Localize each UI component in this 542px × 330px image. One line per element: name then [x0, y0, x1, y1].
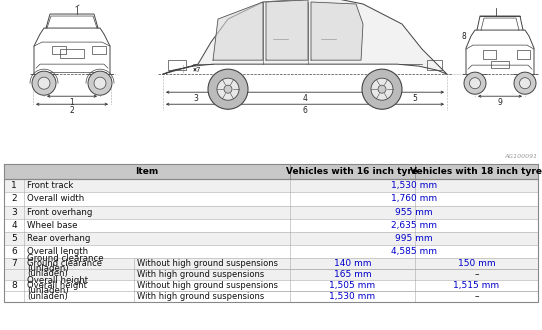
Polygon shape [266, 0, 308, 60]
Text: AG100091: AG100091 [504, 154, 537, 159]
Bar [4, 245, 538, 258]
Bar [483, 50, 496, 59]
Text: 8: 8 [11, 281, 17, 290]
Text: Without high ground suspensions: Without high ground suspensions [137, 259, 278, 268]
Bar [4, 232, 538, 245]
Text: –: – [474, 292, 479, 301]
Bar [4, 280, 538, 291]
Text: Front track: Front track [27, 182, 73, 190]
Text: 140 mm: 140 mm [334, 259, 371, 268]
Text: Without high ground suspensions: Without high ground suspensions [137, 281, 278, 290]
Bar [4, 291, 538, 302]
Bar [4, 192, 538, 206]
Text: 1: 1 [69, 98, 74, 107]
Bar [92, 46, 106, 54]
Text: 8: 8 [461, 32, 466, 41]
Bar [168, 60, 186, 70]
Text: Overall height
(unladen): Overall height (unladen) [27, 276, 88, 295]
Circle shape [224, 85, 232, 93]
Text: 7: 7 [11, 259, 17, 268]
Text: 5: 5 [412, 94, 417, 103]
Text: 6: 6 [302, 106, 307, 115]
Text: 2: 2 [11, 194, 17, 204]
Text: 2: 2 [69, 106, 74, 115]
Text: 1,530 mm: 1,530 mm [391, 182, 437, 190]
Text: 7: 7 [195, 67, 199, 73]
Polygon shape [213, 2, 263, 60]
Bar [491, 61, 509, 68]
Text: –: – [474, 270, 479, 279]
Text: 9: 9 [498, 98, 502, 107]
Text: 3: 3 [193, 94, 198, 103]
Bar [517, 50, 530, 59]
Bar [4, 218, 538, 232]
Circle shape [371, 78, 393, 100]
Text: 4: 4 [302, 94, 307, 103]
Circle shape [464, 72, 486, 94]
Text: With high ground suspensions: With high ground suspensions [137, 292, 264, 301]
Circle shape [88, 71, 112, 95]
Text: 1,505 mm: 1,505 mm [330, 281, 376, 290]
Text: 150 mm: 150 mm [457, 259, 495, 268]
Circle shape [217, 78, 239, 100]
Circle shape [38, 77, 50, 89]
Text: Item: Item [136, 167, 159, 177]
Circle shape [94, 77, 106, 89]
Bar [4, 180, 538, 302]
Text: 5: 5 [11, 234, 17, 243]
Text: Vehicles with 16 inch tyre: Vehicles with 16 inch tyre [287, 167, 418, 177]
Bar [52, 46, 66, 54]
Bar [427, 60, 442, 70]
Circle shape [514, 72, 536, 94]
Text: 4: 4 [11, 220, 17, 230]
Bar [4, 206, 538, 218]
Text: Wheel base: Wheel base [27, 220, 78, 230]
Text: 2,635 mm: 2,635 mm [391, 220, 437, 230]
Text: 1: 1 [11, 182, 17, 190]
Text: Overall length: Overall length [27, 247, 88, 256]
Polygon shape [163, 0, 447, 74]
Circle shape [32, 71, 56, 95]
Bar [4, 258, 538, 269]
Text: 1,760 mm: 1,760 mm [391, 194, 437, 204]
Text: Vehicles with 18 inch tyre: Vehicles with 18 inch tyre [410, 167, 542, 177]
Text: With high ground suspensions: With high ground suspensions [137, 270, 264, 279]
Text: 165 mm: 165 mm [334, 270, 371, 279]
Polygon shape [311, 2, 363, 60]
Circle shape [378, 85, 386, 93]
Bar [4, 180, 538, 192]
Text: Overall width: Overall width [27, 194, 84, 204]
Text: 1,515 mm: 1,515 mm [454, 281, 500, 290]
Text: 6: 6 [11, 247, 17, 256]
Bar [60, 49, 84, 58]
Text: Overall height
(unladen): Overall height (unladen) [27, 281, 87, 301]
Text: 995 mm: 995 mm [395, 234, 433, 243]
Text: Rear overhang: Rear overhang [27, 234, 91, 243]
Text: Ground clearance
(unladen): Ground clearance (unladen) [27, 253, 104, 273]
Text: 1,530 mm: 1,530 mm [330, 292, 376, 301]
Circle shape [208, 69, 248, 109]
Bar [4, 269, 538, 280]
Text: 3: 3 [11, 208, 17, 216]
Circle shape [362, 69, 402, 109]
Circle shape [469, 78, 481, 89]
Text: 4,585 mm: 4,585 mm [391, 247, 437, 256]
Text: Ground clearance
(unladen): Ground clearance (unladen) [27, 259, 102, 279]
Text: 955 mm: 955 mm [395, 208, 433, 216]
Text: Front overhang: Front overhang [27, 208, 92, 216]
Bar [4, 164, 538, 180]
Circle shape [519, 78, 531, 89]
